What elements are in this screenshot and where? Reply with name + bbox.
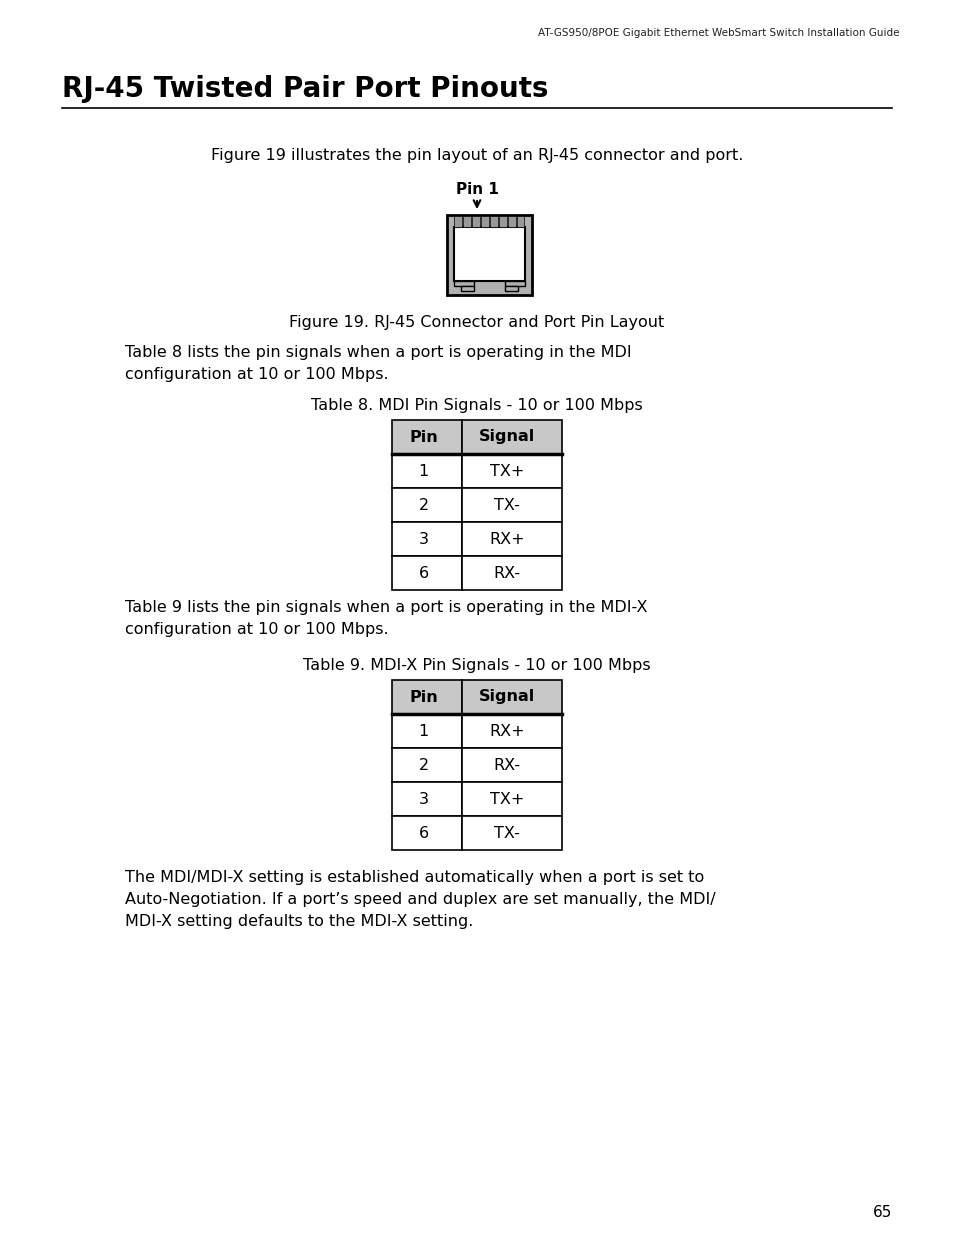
- Bar: [504, 287, 517, 291]
- Text: Table 8. MDI Pin Signals - 10 or 100 Mbps: Table 8. MDI Pin Signals - 10 or 100 Mbp…: [311, 398, 642, 412]
- Text: 2: 2: [418, 498, 428, 513]
- Text: Figure 19. RJ-45 Connector and Port Pin Layout: Figure 19. RJ-45 Connector and Port Pin …: [289, 315, 664, 330]
- Text: RX-: RX-: [493, 566, 520, 580]
- Bar: [454, 227, 524, 282]
- Bar: [392, 680, 461, 714]
- Bar: [461, 816, 561, 850]
- Bar: [480, 216, 489, 227]
- Text: RX+: RX+: [489, 724, 524, 739]
- Bar: [392, 454, 461, 488]
- Text: AT-GS950/8POE Gigabit Ethernet WebSmart Switch Installation Guide: AT-GS950/8POE Gigabit Ethernet WebSmart …: [537, 28, 899, 38]
- Bar: [461, 782, 561, 816]
- Bar: [392, 488, 461, 522]
- Bar: [461, 488, 561, 522]
- Bar: [461, 454, 561, 488]
- Bar: [392, 714, 461, 748]
- Bar: [507, 216, 515, 227]
- Text: 6: 6: [418, 566, 428, 580]
- Text: TX-: TX-: [494, 825, 519, 841]
- Text: Pin: Pin: [409, 689, 437, 704]
- Bar: [447, 215, 532, 295]
- Bar: [460, 287, 474, 291]
- Text: Table 8 lists the pin signals when a port is operating in the MDI
configuration : Table 8 lists the pin signals when a por…: [125, 345, 631, 382]
- Bar: [504, 282, 524, 287]
- Text: TX+: TX+: [489, 463, 523, 478]
- Text: Signal: Signal: [478, 689, 535, 704]
- Text: 6: 6: [418, 825, 428, 841]
- Bar: [461, 522, 561, 556]
- Text: RX+: RX+: [489, 531, 524, 547]
- Text: Signal: Signal: [478, 430, 535, 445]
- Text: 3: 3: [418, 792, 428, 806]
- Text: TX+: TX+: [489, 792, 523, 806]
- Text: Pin: Pin: [409, 430, 437, 445]
- Text: 2: 2: [418, 757, 428, 773]
- Bar: [392, 420, 461, 454]
- Text: RX-: RX-: [493, 757, 520, 773]
- Text: Table 9. MDI-X Pin Signals - 10 or 100 Mbps: Table 9. MDI-X Pin Signals - 10 or 100 M…: [303, 658, 650, 673]
- Bar: [392, 782, 461, 816]
- Text: Pin 1: Pin 1: [456, 182, 497, 198]
- Text: The MDI/MDI-X setting is established automatically when a port is set to
Auto-Ne: The MDI/MDI-X setting is established aut…: [125, 869, 715, 930]
- Text: 65: 65: [872, 1205, 891, 1220]
- Text: 3: 3: [418, 531, 428, 547]
- Bar: [461, 556, 561, 590]
- Bar: [472, 216, 479, 227]
- Bar: [392, 748, 461, 782]
- Bar: [392, 556, 461, 590]
- Bar: [490, 216, 497, 227]
- Bar: [461, 714, 561, 748]
- Bar: [454, 216, 462, 227]
- Bar: [498, 216, 506, 227]
- Bar: [463, 216, 471, 227]
- Text: Table 9 lists the pin signals when a port is operating in the MDI-X
configuratio: Table 9 lists the pin signals when a por…: [125, 600, 647, 637]
- Text: TX-: TX-: [494, 498, 519, 513]
- Bar: [461, 680, 561, 714]
- Text: RJ-45 Twisted Pair Port Pinouts: RJ-45 Twisted Pair Port Pinouts: [62, 75, 548, 103]
- Bar: [392, 816, 461, 850]
- Text: Figure 19 illustrates the pin layout of an RJ-45 connector and port.: Figure 19 illustrates the pin layout of …: [211, 148, 742, 163]
- Bar: [461, 420, 561, 454]
- Text: 1: 1: [418, 724, 428, 739]
- Bar: [392, 522, 461, 556]
- Bar: [461, 748, 561, 782]
- Bar: [517, 216, 524, 227]
- Text: 1: 1: [418, 463, 428, 478]
- Bar: [454, 282, 474, 287]
